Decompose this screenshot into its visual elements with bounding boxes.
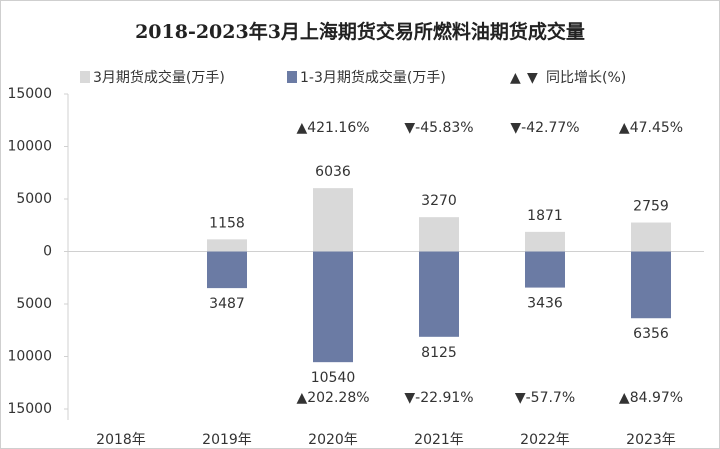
data-label: 3436 bbox=[527, 296, 563, 312]
growth-label: ▲84.97% bbox=[619, 390, 683, 406]
y-tick-label: 0 bbox=[43, 244, 52, 260]
data-label: 3270 bbox=[421, 193, 457, 209]
data-label: 8125 bbox=[421, 345, 457, 361]
growth-label: ▼-22.91% bbox=[404, 390, 473, 406]
x-tick-label: 2019年 bbox=[202, 432, 252, 448]
y-tick-label: 15000 bbox=[7, 86, 52, 102]
legend-swatch bbox=[287, 71, 297, 83]
y-tick-label: 10000 bbox=[7, 349, 52, 365]
bar bbox=[207, 251, 247, 289]
legend-label: 同比增长(%) bbox=[546, 70, 626, 86]
bar bbox=[631, 222, 671, 252]
growth-label: ▲47.45% bbox=[619, 120, 683, 136]
y-tick-label: 15000 bbox=[7, 401, 52, 417]
bar bbox=[313, 251, 353, 363]
legend-marker: ▼ bbox=[527, 70, 538, 86]
bar bbox=[631, 251, 671, 319]
bar bbox=[419, 251, 459, 337]
data-label: 2759 bbox=[633, 199, 669, 215]
legend-swatch bbox=[80, 71, 90, 83]
bar bbox=[313, 188, 353, 252]
data-label: 6036 bbox=[315, 164, 351, 180]
x-tick-label: 2018年 bbox=[96, 432, 146, 448]
y-tick-label: 5000 bbox=[16, 191, 52, 207]
chart-title: 2018-2023年3月上海期货交易所燃料油期货成交量 bbox=[135, 20, 585, 43]
legend-label: 3月期货成交量(万手) bbox=[93, 69, 225, 86]
growth-label: ▲202.28% bbox=[296, 390, 369, 406]
bar bbox=[419, 217, 459, 252]
growth-label: ▼-57.7% bbox=[515, 390, 575, 406]
data-label: 1871 bbox=[527, 208, 563, 224]
x-tick-label: 2022年 bbox=[520, 432, 570, 448]
data-label: 1158 bbox=[209, 215, 245, 231]
data-label: 6356 bbox=[633, 326, 669, 342]
x-tick-label: 2020年 bbox=[308, 432, 358, 448]
data-label: 3487 bbox=[209, 296, 245, 312]
legend-label: 1-3月期货成交量(万手) bbox=[300, 69, 446, 86]
bar bbox=[525, 251, 565, 288]
growth-label: ▲421.16% bbox=[296, 120, 369, 136]
legend-marker: ▲ bbox=[510, 70, 521, 86]
x-tick-label: 2023年 bbox=[626, 432, 676, 448]
growth-label: ▼-45.83% bbox=[404, 120, 473, 136]
y-tick-label: 10000 bbox=[7, 139, 52, 155]
x-tick-label: 2021年 bbox=[414, 432, 464, 448]
y-tick-label: 5000 bbox=[16, 296, 52, 312]
data-label: 10540 bbox=[311, 370, 356, 386]
bar bbox=[207, 239, 247, 252]
growth-label: ▼-42.77% bbox=[510, 120, 579, 136]
bar bbox=[525, 231, 565, 252]
